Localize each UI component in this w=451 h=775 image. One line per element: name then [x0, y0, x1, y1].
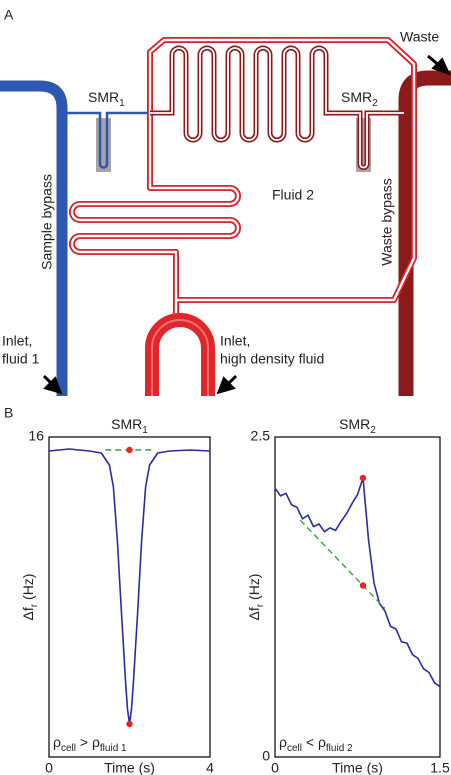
label-subscript: 1	[119, 98, 125, 109]
panel-label: A	[4, 7, 14, 23]
marker	[126, 720, 133, 728]
fluid2-label: Fluid 2	[272, 187, 314, 203]
x-tick-label: 1.5	[430, 760, 450, 775]
waste-bypass-label: Waste bypass	[379, 178, 395, 265]
text-subscript: fluid 1	[100, 743, 127, 754]
arrow-head	[43, 376, 63, 395]
serpentine	[150, 48, 404, 168]
microfluidic-diagram	[0, 40, 451, 396]
text-subscript: 1	[142, 425, 148, 436]
text-subscript: r	[29, 603, 40, 607]
arrows	[42, 54, 451, 395]
waste-label: Waste	[400, 29, 439, 45]
y-axis-label: Δfr (Hz)	[20, 574, 40, 621]
text-subscript: r	[255, 603, 266, 607]
panel-label: B	[4, 405, 13, 421]
plot-frame	[48, 436, 211, 758]
plot-frame	[274, 436, 441, 758]
inlet2-label: high density fluid	[220, 351, 324, 367]
inlet-tube-highlight	[151, 319, 209, 396]
text-part: > ρ	[76, 734, 100, 750]
signal-line	[48, 448, 211, 725]
text-part: ρ	[53, 734, 61, 750]
chart-title: SMR1	[111, 416, 148, 436]
y-tick-label: 0	[262, 748, 270, 764]
text-subscript: cell	[61, 743, 76, 754]
arrow-head	[431, 57, 451, 76]
label-part: SMR	[341, 89, 372, 105]
y-axis-label: Δfr (Hz)	[246, 574, 266, 621]
label-subscript: 2	[372, 98, 378, 109]
text-part: ρ	[279, 734, 287, 750]
arrow-head	[216, 376, 236, 395]
inlet-tube	[145, 313, 215, 396]
y-tick-label: 16	[28, 428, 44, 444]
sample-bypass-label: Sample bypass	[39, 174, 55, 270]
x-tick-label: 0	[45, 760, 53, 775]
inlet1-label: fluid 1	[2, 351, 40, 367]
x-tick-label: 0	[271, 760, 279, 775]
smr1-chip	[96, 118, 111, 172]
baseline-line	[299, 519, 386, 609]
annotation: ρcell < ρfluid 2	[279, 734, 353, 754]
text-part: (Hz)	[20, 574, 36, 604]
label-part: SMR	[88, 89, 119, 105]
text-subscript: 2	[370, 425, 376, 436]
x-axis-label: Time (s)	[104, 760, 155, 775]
text-part: SMR	[339, 416, 370, 432]
signal-line	[274, 477, 441, 688]
annotation: ρcell > ρfluid 1	[53, 734, 127, 754]
marker	[359, 582, 367, 589]
inlet2-label: Inlet,	[220, 333, 250, 349]
text-part: Δf	[20, 607, 36, 620]
x-tick-label: 4	[206, 760, 214, 775]
text-subscript: cell	[287, 743, 302, 754]
marker	[126, 446, 133, 454]
y-tick-label: 2.5	[251, 428, 271, 444]
smr1-label: SMR1	[88, 89, 125, 109]
smr2-label: SMR2	[341, 89, 378, 109]
text-subscript: fluid 2	[326, 743, 353, 754]
sample-bypass-tube	[0, 80, 68, 396]
text-part: (Hz)	[246, 574, 262, 604]
text-part: < ρ	[302, 734, 326, 750]
text-part: Δf	[246, 607, 262, 620]
chart-title: SMR2	[339, 416, 376, 436]
x-axis-label: Time (s)	[332, 760, 383, 775]
marker	[359, 474, 367, 482]
text-part: SMR	[111, 416, 142, 432]
smr1-channel	[62, 111, 150, 169]
inlet1-label: Inlet,	[2, 333, 32, 349]
